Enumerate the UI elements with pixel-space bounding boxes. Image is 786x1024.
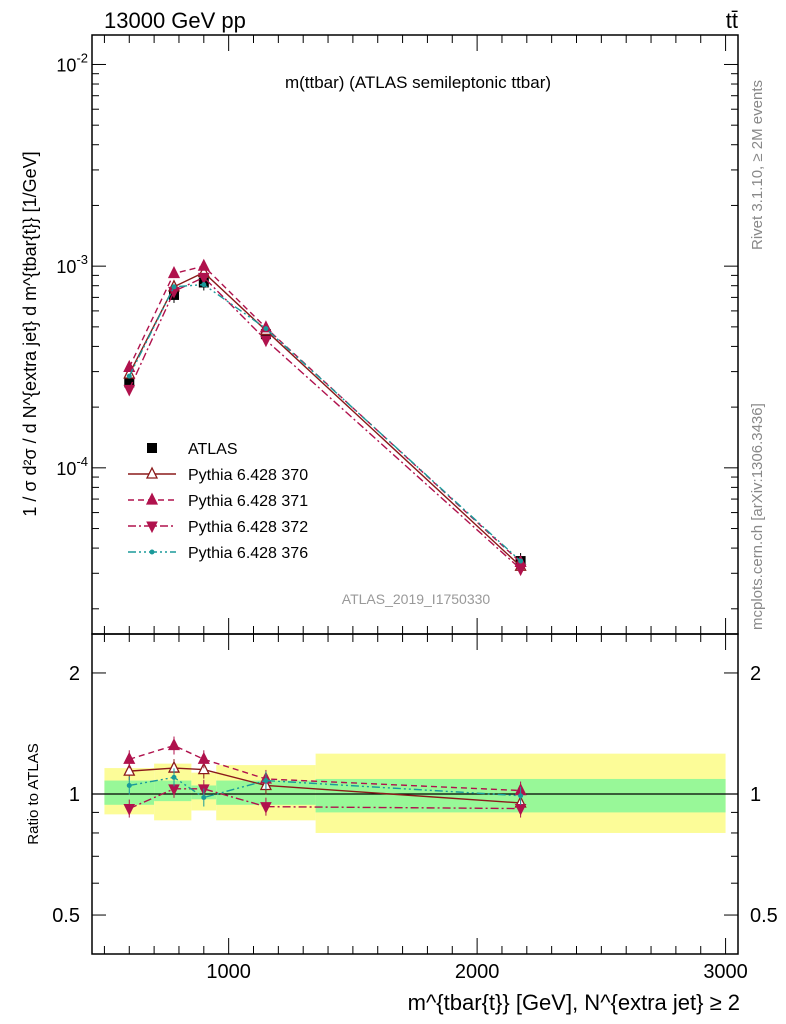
main-data-point: [197, 272, 210, 285]
ratio-data-point: [201, 795, 207, 801]
main-y-tick-label: 10-3: [56, 252, 88, 277]
ratio-data-point: [123, 763, 136, 776]
x-tick-label: 1000: [206, 961, 251, 983]
main-data-point: [167, 266, 181, 279]
ratio-data-point: [197, 751, 210, 764]
legend-marker: [145, 466, 159, 479]
ratio-series-3: [126, 768, 524, 807]
legend-marker: [147, 443, 157, 453]
legend-label: Pythia 6.428 370: [188, 467, 308, 484]
main-data-point: [263, 326, 269, 332]
mcplots-label: mcplots.cern.ch [arXiv:1306.3436]: [749, 403, 766, 630]
main-panel: m(ttbar) (ATLAS semileptonic ttbar) ATLA…: [20, 34, 739, 635]
main-y-tick-label: 10-2: [56, 50, 88, 75]
main-y-tick-label: 10-4: [56, 454, 88, 479]
ratio-y-tick-label: 2: [69, 663, 80, 685]
ratio-y-tick-label-right: 0.5: [750, 905, 778, 927]
legend-marker: [146, 521, 158, 534]
ratio-data-point: [260, 802, 272, 814]
main-data-point: [126, 373, 132, 379]
legend-label: Pythia 6.428 376: [188, 545, 308, 562]
ratio-y-axis-label: Ratio to ATLAS: [25, 743, 42, 844]
ratio-data-point: [197, 762, 210, 775]
main-data-point: [201, 282, 207, 288]
x-axis-label: m^{tbar{t}} [GeV], N^{extra jet} ≥ 2: [408, 990, 740, 1015]
main-series-line: [128, 265, 522, 563]
main-data-point: [518, 558, 524, 564]
main-data-point: [123, 359, 136, 372]
main-y-axis-label: 1 / σ d²σ / d N^{extra jet} d m^{tbar{t}…: [20, 151, 40, 516]
ratio-y-tick-label: 1: [69, 784, 80, 806]
legend-label: Pythia 6.428 372: [188, 519, 308, 536]
main-data-point: [260, 335, 272, 348]
ratio-data-point: [518, 793, 524, 799]
main-data-point: [197, 258, 210, 271]
main-series-4: [126, 282, 524, 564]
legend-marker: [145, 492, 159, 505]
ratio-data-point: [123, 751, 136, 764]
legend: ATLAS Pythia 6.428 370 Pythia 6.428 371 Pyt…: [128, 441, 308, 562]
main-data-point: [124, 377, 135, 388]
main-series-2: [123, 258, 527, 567]
header-process: 13000 GeV pp: [104, 8, 246, 33]
ratio-frame: [91, 633, 739, 955]
main-series-3: [123, 272, 527, 577]
x-tick-label: 3000: [703, 961, 748, 983]
ratio-data-point: [171, 774, 177, 780]
main-series-0: [124, 274, 526, 570]
ratio-data-point: [126, 782, 132, 788]
analysis-watermark: ATLAS_2019_I1750330: [342, 591, 491, 607]
rivet-version-label: Rivet 3.1.10, ≥ 2M events: [749, 80, 766, 250]
main-series-1: [123, 265, 527, 571]
legend-label: Pythia 6.428 371: [188, 493, 308, 510]
plot-title: m(ttbar) (ATLAS semileptonic ttbar): [285, 73, 551, 92]
ratio-data-point: [123, 804, 136, 816]
main-data-point: [123, 384, 136, 397]
main-data-point: [514, 564, 527, 577]
ratio-y-tick-label-right: 2: [750, 663, 761, 685]
x-tick-label: 2000: [455, 961, 500, 983]
ratio-series-line: [129, 744, 521, 792]
legend-label: ATLAS: [188, 441, 238, 458]
ratio-y-tick-label-right: 1: [750, 784, 761, 806]
ratio-panel: 0.5 0.5 1 1 2 2 1000 2000 3000 Ratio to ATLAS m…: [25, 633, 778, 1015]
ratio-series-line: [128, 788, 521, 810]
ratio-data-point: [263, 778, 269, 784]
ratio-y-tick-label: 0.5: [52, 905, 80, 927]
header-tt-label: tt̄: [726, 8, 738, 33]
main-data-point: [171, 284, 177, 290]
legend-marker: [149, 549, 155, 555]
ratio-data-point: [167, 738, 181, 751]
